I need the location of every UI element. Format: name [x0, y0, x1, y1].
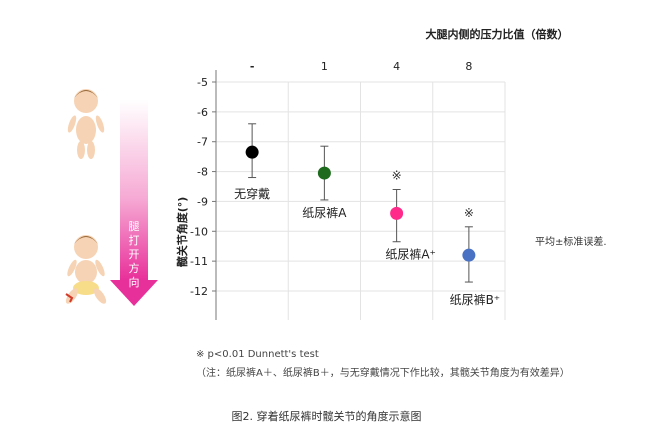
y-tick-label: -9: [197, 195, 208, 208]
arrow-label-char: 腿: [129, 220, 140, 233]
y-tick-labels: -5 -6 -7 -8 -9 -10 -11 -12: [190, 76, 208, 298]
y-tick-label: -12: [190, 285, 208, 298]
significance-note: ※ p<0.01 Dunnett's test: [196, 349, 319, 360]
y-tick-label: -8: [197, 166, 208, 179]
x-tick-labels: - 1 4 8: [250, 60, 473, 73]
y-tick-label: -11: [190, 255, 208, 268]
data-point: [462, 248, 476, 262]
x-tick-label: 8: [465, 60, 472, 73]
y-tick-label: -6: [197, 106, 208, 119]
x-tick-label: 4: [393, 60, 400, 73]
significance-mark: ※: [392, 168, 402, 182]
chart-title: 大腿内侧的压力比值（倍数）: [426, 27, 569, 41]
point-label: 无穿戴: [234, 186, 270, 201]
data-point: [390, 206, 404, 220]
y-tick-label: -10: [190, 225, 208, 238]
baby-diaper-icon: [65, 235, 107, 304]
arrow-label-char: 打: [129, 233, 140, 247]
figure-caption: 图2. 穿着纸尿裤时髋关节的角度示意图: [231, 410, 422, 423]
y-tick-label: -5: [197, 76, 208, 89]
point-label: 纸尿裤A⁺: [385, 247, 436, 261]
arrow-label-char: 方: [129, 261, 140, 275]
y-tick-label: -7: [197, 136, 208, 149]
baby-standing-icon: [67, 89, 105, 159]
arrow-label-char: 开: [129, 248, 140, 261]
point-label: 纸尿裤A: [302, 206, 347, 220]
x-tick-label: -: [250, 60, 255, 73]
arrow-label-char: 向: [129, 275, 140, 289]
x-tick-label: 1: [321, 60, 328, 73]
legend-note: 平均±标准误差.: [535, 235, 607, 248]
data-point: [317, 166, 331, 180]
comparison-note: （注：纸尿裤A＋、纸尿裤B＋，与无穿戴情况下作比较，其髋关节角度为有效差异）: [196, 368, 570, 379]
leg-open-direction-arrow: [110, 100, 158, 306]
y-axis-label: 髋关节角度(°): [175, 197, 189, 268]
point-label: 纸尿裤B⁺: [450, 293, 501, 307]
chart-axes: [212, 70, 217, 320]
chart-grid: [216, 81, 506, 320]
data-point: [245, 145, 259, 159]
significance-mark: ※: [464, 206, 474, 220]
